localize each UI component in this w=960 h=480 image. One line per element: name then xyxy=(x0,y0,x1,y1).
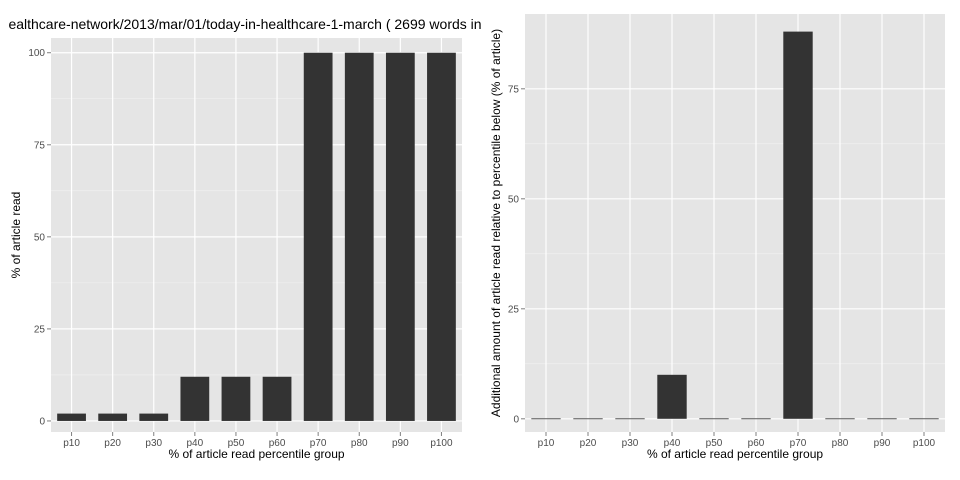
left-x-tick-label: p50 xyxy=(228,438,245,449)
left-x-tick-label: p30 xyxy=(145,438,162,449)
right-bar-p30 xyxy=(615,418,645,420)
left-x-tick-label: p100 xyxy=(430,438,453,449)
left-bar-p90 xyxy=(385,52,415,421)
right-y-tick-label: 50 xyxy=(508,194,520,205)
left-bar-p20 xyxy=(98,413,128,421)
left-y-tick-label: 50 xyxy=(34,232,46,243)
right-x-tick-label: p60 xyxy=(748,438,765,449)
left-bar-p80 xyxy=(344,52,374,421)
left-x-tick-label: p60 xyxy=(269,438,286,449)
left-y-tick-label: 75 xyxy=(34,140,46,151)
left-y-tick-label: 0 xyxy=(39,416,45,427)
left-x-tick-label: p40 xyxy=(187,438,204,449)
right-x-tick-label: p90 xyxy=(874,438,891,449)
right-chart-panel: 0 25 50 75 p10 p20 p30 p40 p50 p60 p70 p80 p90 p100 % … xyxy=(489,14,945,461)
left-bar-p40 xyxy=(180,376,210,421)
right-bar-p80 xyxy=(825,418,855,420)
right-y-tick-label: 0 xyxy=(513,414,519,425)
left-x-axis-title: % of article read percentile group xyxy=(168,447,344,461)
right-x-tick-label: p50 xyxy=(706,438,723,449)
right-x-tick-label: p10 xyxy=(538,438,555,449)
right-x-tick-label: p20 xyxy=(580,438,597,449)
left-bar-p100 xyxy=(427,52,456,421)
left-chart-title: ealthcare-network/2013/mar/01/today-in-h… xyxy=(8,16,481,32)
left-y-tick-label: 100 xyxy=(28,48,45,59)
right-bar-p20 xyxy=(573,418,603,420)
left-x-tick-label: p70 xyxy=(310,438,327,449)
left-bar-p10 xyxy=(57,413,86,421)
left-bar-p50 xyxy=(221,376,251,421)
right-x-tick-label: p80 xyxy=(832,438,849,449)
right-bar-p40 xyxy=(657,374,687,419)
left-x-tick-label: p10 xyxy=(63,438,80,449)
left-x-tick-label: p20 xyxy=(104,438,121,449)
right-bar-p100 xyxy=(909,418,939,420)
right-x-axis-title: % of article read percentile group xyxy=(647,447,823,461)
left-bar-p70 xyxy=(303,52,333,421)
right-y-tick-label: 75 xyxy=(508,84,520,95)
left-bar-p30 xyxy=(139,413,169,421)
right-x-tick-label: p70 xyxy=(790,438,807,449)
left-x-tick-label: p90 xyxy=(392,438,409,449)
left-chart-panel: 0 25 50 75 100 p10 p20 p30 p40 p50 p60 p70 p80 p90 p10… xyxy=(9,38,462,461)
right-y-axis-title: Additional amount of article read relati… xyxy=(489,29,503,417)
right-bar-p90 xyxy=(867,418,897,420)
right-x-tick-label: p30 xyxy=(622,438,639,449)
right-bar-p70 xyxy=(783,31,813,419)
right-bar-p60 xyxy=(741,418,771,420)
right-x-tick-label: p40 xyxy=(664,438,681,449)
left-y-axis-title: % of article read xyxy=(9,192,23,279)
right-plot-background xyxy=(525,14,945,432)
left-y-tick-label: 25 xyxy=(34,324,46,335)
right-bar-p50 xyxy=(699,418,729,420)
left-bar-p60 xyxy=(262,376,292,421)
left-x-tick-label: p80 xyxy=(351,438,368,449)
right-bar-p10 xyxy=(531,418,561,420)
right-x-tick-label: p100 xyxy=(913,438,936,449)
right-y-tick-label: 25 xyxy=(508,304,520,315)
